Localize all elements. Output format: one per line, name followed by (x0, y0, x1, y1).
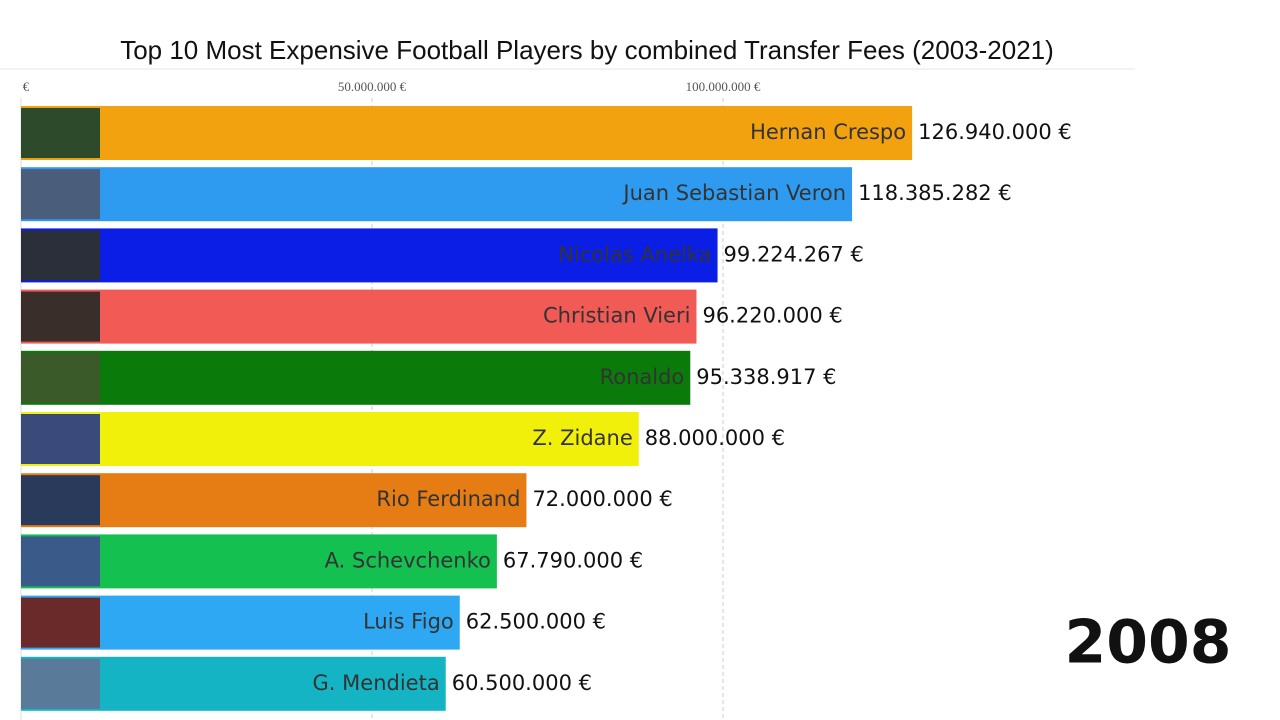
bar (21, 534, 497, 589)
chart-title: Top 10 Most Expensive Football Players b… (120, 35, 1054, 65)
x-tick-label: 50.000.000 € (338, 79, 407, 94)
bar-name: A. Schevchenko (325, 548, 491, 572)
bar-name: Nicolas Anelka (558, 242, 711, 266)
bar-name: Christian Vieri (543, 304, 690, 328)
player-photo (21, 108, 100, 158)
player-photo (21, 597, 100, 648)
bar-name: Juan Sebastian Veron (621, 181, 846, 205)
bar (21, 289, 697, 344)
bar (21, 412, 639, 466)
value-label: 95.338.917 € (696, 365, 836, 389)
value-label: 67.790.000 € (503, 548, 643, 572)
value-label: 88.000.000 € (645, 426, 785, 450)
player-photo (21, 169, 100, 220)
player-photo (21, 475, 100, 526)
bar-name: Hernan Crespo (750, 120, 906, 144)
bar-name: Rio Ferdinand (376, 487, 520, 511)
year-label: 2008 (1065, 608, 1232, 678)
bar (21, 473, 527, 528)
value-label: 118.385.282 € (858, 181, 1012, 205)
x-tick-label: 100.000.000 € (686, 79, 761, 94)
bar-name: Luis Figo (363, 610, 454, 634)
player-photo (21, 414, 100, 464)
value-label: 60.500.000 € (452, 671, 592, 695)
player-photo (21, 352, 100, 403)
bar (21, 228, 718, 283)
bar-name: Z. Zidane (532, 426, 632, 450)
x-tick-label: € (23, 79, 30, 94)
player-photo (21, 291, 100, 342)
value-label: 126.940.000 € (918, 120, 1072, 144)
value-label: 62.500.000 € (466, 610, 606, 634)
value-label: 72.000.000 € (532, 487, 672, 511)
bar (21, 167, 853, 222)
bar-name: G. Mendieta (313, 671, 440, 695)
value-label: 96.220.000 € (702, 304, 842, 328)
bar (21, 106, 913, 160)
player-photo (21, 536, 100, 587)
bar-name: Ronaldo (600, 365, 685, 389)
player-photo (21, 230, 100, 281)
bar (21, 350, 691, 405)
player-photo (21, 658, 100, 709)
value-label: 99.224.267 € (724, 242, 864, 266)
